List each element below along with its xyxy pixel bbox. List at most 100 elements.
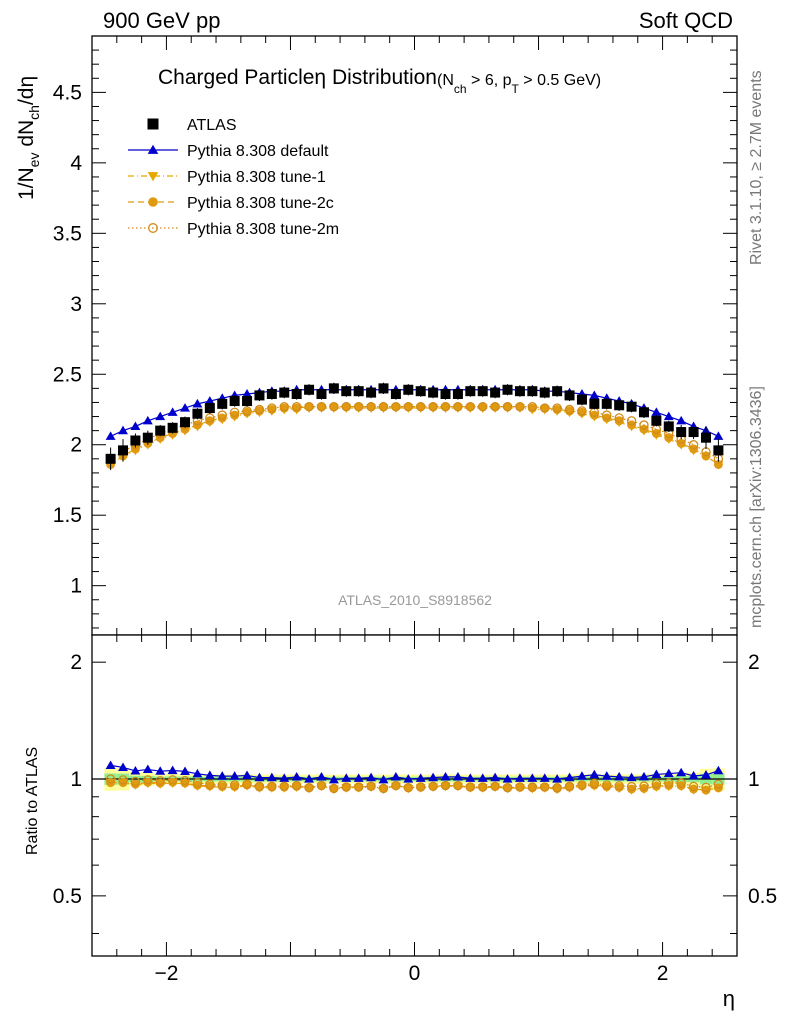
ratio-point-pythia-8-308-default [341, 773, 352, 782]
data-point-atlas [378, 383, 389, 394]
ratio-point-pythia-8-308-default [552, 774, 563, 783]
ratio-point-pythia-8-308-tune-2c [664, 780, 674, 790]
data-point-atlas [700, 432, 711, 443]
ratio-point-pythia-8-308-default [366, 772, 377, 782]
data-point-atlas [142, 432, 153, 443]
data-point-atlas [180, 417, 191, 428]
ratio-point-pythia-8-308-default [242, 770, 252, 780]
ratio-point-pythia-8-308-default [105, 760, 116, 770]
data-point-pythia-8-308-tune-2m [316, 401, 327, 412]
ratio-point-pythia-8-308-tune-2c [639, 783, 649, 793]
data-point-atlas [192, 408, 203, 419]
ratio-point-pythia-8-308-default [353, 773, 364, 782]
data-point-pythia-8-308-tune-2m [478, 401, 488, 412]
data-point-pythia-8-308-default [192, 398, 203, 408]
ratio-point-pythia-8-308-tune-2m [217, 780, 227, 790]
ratio-point-pythia-8-308-default [502, 774, 513, 783]
data-point-pythia-8-308-tune-2m [279, 401, 289, 412]
ratio-point-pythia-8-308-default [118, 762, 128, 771]
data-point-pythia-8-308-tune-2c [329, 402, 339, 412]
ratio-point-pythia-8-308-default [663, 768, 674, 778]
main-y-axis-label: 1/Nev dNch/dη [15, 76, 42, 200]
ratio-point-pythia-8-308-tune-2m [577, 780, 587, 790]
chart-title: Charged Particleη Distribution(Nch > 6, … [158, 66, 601, 96]
legend-marker-atlas [147, 118, 159, 130]
data-point-atlas [341, 386, 352, 397]
data-point-pythia-8-308-default [130, 421, 141, 431]
ratio-point-pythia-8-308-tune-2m [378, 783, 389, 794]
ratio-y-tick-label-right: 2 [748, 651, 760, 674]
legend-label-pythia-8-308-default: Pythia 8.308 default [187, 143, 329, 160]
ratio-point-pythia-8-308-tune-2m [118, 775, 128, 785]
data-point-pythia-8-308-tune-2m [254, 404, 265, 415]
data-point-pythia-8-308-tune-2c [366, 402, 376, 412]
ratio-point-pythia-8-308-tune-2c [490, 781, 500, 791]
ratio-point-pythia-8-308-default [130, 765, 141, 775]
data-point-atlas [626, 401, 637, 412]
ratio-point-pythia-8-308-default [490, 772, 501, 782]
ratio-point-pythia-8-308-tune-2m [527, 782, 538, 792]
ratio-point-pythia-8-308-tune-2m [205, 779, 215, 790]
ratio-point-pythia-8-308-tune-2c [316, 781, 326, 791]
ratio-point-pythia-8-308-tune-2m [664, 778, 674, 788]
ratio-point-pythia-8-308-default [279, 773, 290, 782]
ratio-y-tick-label-right: 0.5 [748, 885, 777, 908]
ratio-point-pythia-8-308-default [452, 771, 463, 781]
data-point-pythia-8-308-tune-2c [403, 402, 413, 412]
data-point-pythia-8-308-tune-2c [540, 403, 550, 413]
ratio-point-pythia-8-308-tune-2m [341, 782, 351, 792]
data-point-pythia-8-308-tune-2m [540, 403, 550, 413]
data-point-atlas [130, 435, 141, 446]
data-point-pythia-8-308-tune-2m [626, 416, 637, 426]
ratio-y-tick-label-right: 1 [748, 768, 760, 791]
data-point-atlas [539, 387, 550, 398]
ratio-point-pythia-8-308-default [626, 772, 637, 782]
ratio-point-pythia-8-308-tune-2m [329, 783, 339, 794]
ratio-point-pythia-8-308-tune-2m [403, 783, 413, 793]
ratio-point-pythia-8-308-tune-2c [192, 780, 202, 790]
data-point-pythia-8-308-default [242, 389, 252, 398]
data-point-pythia-8-308-default [180, 403, 190, 412]
ratio-point-pythia-8-308-tune-2m [626, 781, 637, 792]
ratio-point-pythia-8-308-tune-2m [316, 780, 327, 791]
header-right-label: Soft QCD [639, 8, 733, 33]
data-point-pythia-8-308-tune-2m [341, 401, 351, 412]
data-point-pythia-8-308-tune-2c [354, 402, 364, 412]
data-point-pythia-8-308-tune-2m [291, 401, 302, 412]
rivet-info-label: Rivet 3.1.10, ≥ 2.7M events [748, 70, 765, 265]
ratio-point-pythia-8-308-tune-2m [180, 775, 190, 786]
data-point-pythia-8-308-tune-2m [552, 403, 562, 413]
ratio-point-pythia-8-308-default [577, 771, 587, 780]
ratio-point-pythia-8-308-tune-2m [229, 780, 240, 790]
ratio-point-pythia-8-308-tune-2c [341, 782, 351, 792]
ratio-point-pythia-8-308-tune-2m [267, 781, 277, 792]
data-point-pythia-8-308-tune-2m [329, 401, 339, 412]
data-point-pythia-8-308-tune-2m [564, 404, 575, 415]
data-point-pythia-8-308-default [204, 396, 215, 405]
ratio-point-pythia-8-308-tune-2m [515, 782, 525, 792]
data-point-pythia-8-308-default [713, 431, 724, 440]
ratio-point-pythia-8-308-default [192, 768, 203, 778]
data-point-pythia-8-308-tune-2m [527, 401, 538, 412]
data-point-pythia-8-308-tune-2c [614, 416, 624, 426]
ratio-point-pythia-8-308-default [217, 771, 228, 780]
ratio-point-pythia-8-308-default [564, 772, 575, 782]
data-point-pythia-8-308-tune-2m [229, 407, 240, 418]
ratio-point-pythia-8-308-default [204, 770, 215, 779]
main-y-tick-label: 1.5 [53, 504, 82, 527]
ratio-point-pythia-8-308-tune-2m [651, 779, 662, 789]
main-y-tick-label: 3 [70, 293, 82, 316]
data-point-pythia-8-308-tune-2c [316, 402, 326, 412]
ratio-point-pythia-8-308-default [316, 771, 327, 781]
ratio-point-pythia-8-308-tune-2c [378, 783, 388, 793]
header-left-label: 900 GeV pp [103, 8, 220, 33]
data-point-pythia-8-308-tune-2m [602, 410, 612, 420]
data-point-pythia-8-308-default [142, 415, 153, 425]
data-point-atlas [490, 387, 501, 398]
data-point-atlas [713, 445, 724, 456]
data-point-pythia-8-308-tune-2m [614, 413, 624, 423]
data-point-atlas [527, 386, 538, 397]
ratio-series-markers [105, 760, 724, 796]
data-point-pythia-8-308-tune-2c [304, 402, 314, 412]
